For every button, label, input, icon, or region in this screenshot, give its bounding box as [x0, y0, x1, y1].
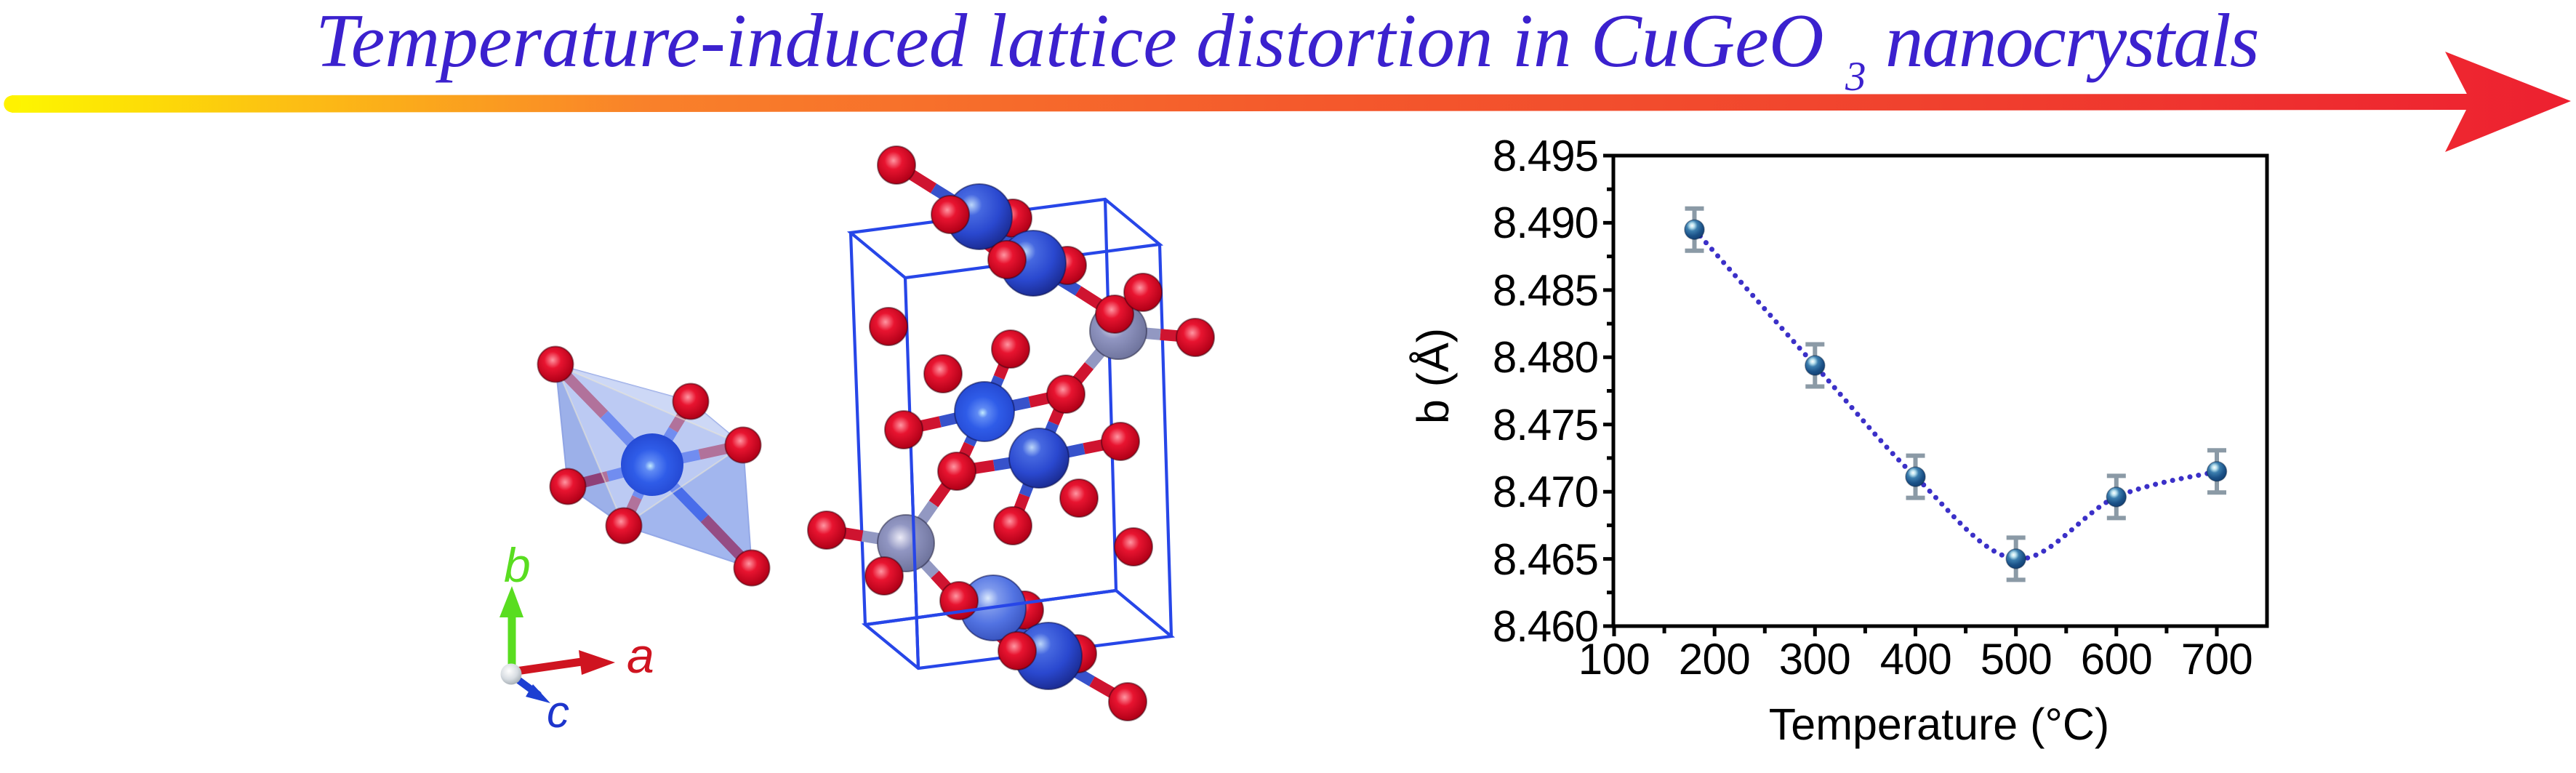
svg-text:8.470: 8.470 [1493, 468, 1598, 516]
svg-text:8.460: 8.460 [1493, 602, 1598, 651]
svg-text:700: 700 [2181, 635, 2253, 684]
svg-text:Temperature (°C): Temperature (°C) [1769, 700, 2109, 749]
svg-text:200: 200 [1679, 635, 1751, 684]
svg-text:b: b [504, 538, 531, 592]
svg-text:3: 3 [1845, 54, 1866, 100]
svg-text:b (Å): b (Å) [1408, 328, 1458, 424]
svg-text:600: 600 [2081, 635, 2153, 684]
svg-text:c: c [547, 687, 569, 737]
svg-text:8.495: 8.495 [1493, 132, 1598, 180]
svg-text:Temperature-induced lattice di: Temperature-induced lattice distortion i… [316, 0, 1824, 83]
svg-text:400: 400 [1880, 635, 1952, 684]
svg-text:a: a [627, 628, 654, 684]
svg-text:8.480: 8.480 [1493, 333, 1598, 382]
svg-text:8.485: 8.485 [1493, 266, 1598, 315]
svg-text:8.490: 8.490 [1493, 199, 1598, 247]
svg-text:8.475: 8.475 [1493, 401, 1598, 449]
svg-text:8.465: 8.465 [1493, 535, 1598, 584]
svg-text:nanocrystals: nanocrystals [1885, 0, 2258, 83]
svg-text:500: 500 [1981, 635, 2053, 684]
svg-text:100: 100 [1578, 635, 1650, 684]
svg-text:300: 300 [1779, 635, 1851, 684]
